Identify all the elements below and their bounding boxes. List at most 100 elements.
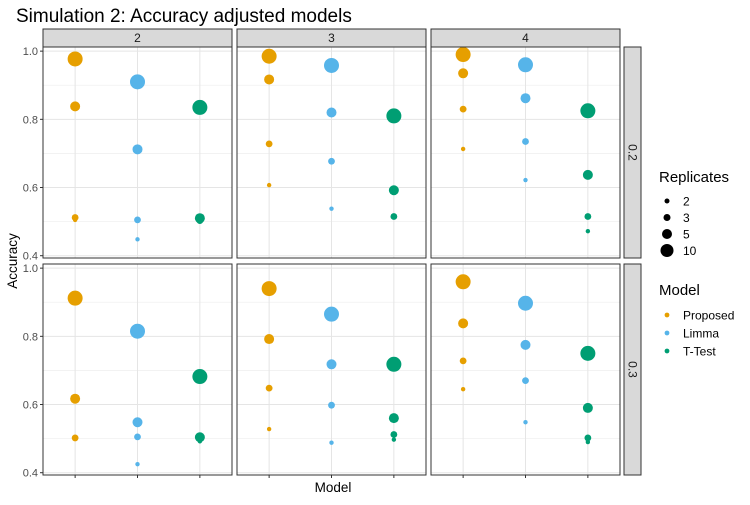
data-point (458, 318, 469, 329)
data-point (265, 140, 273, 148)
y-axis-label: Accuracy (5, 233, 20, 289)
data-point (585, 439, 591, 445)
y-tick-label: 0.4 (23, 251, 38, 263)
panel-border (430, 46, 621, 259)
data-point (329, 440, 334, 445)
data-point (580, 103, 596, 119)
data-point (520, 339, 531, 350)
legend-color-label: T-Test (683, 345, 716, 359)
data-point (134, 433, 141, 441)
data-point (132, 417, 143, 428)
data-point (585, 228, 591, 234)
data-point (197, 439, 203, 444)
facet-panel (236, 263, 427, 478)
legend-color-title: Model (659, 282, 700, 299)
legend-size-key (663, 214, 671, 221)
data-point (518, 57, 533, 73)
data-point (460, 386, 466, 392)
data-point (264, 74, 275, 85)
data-point (70, 101, 81, 112)
data-point (582, 402, 593, 413)
data-point (67, 51, 83, 67)
legend: Replicates 2 3 5 10 Model Proposed Limma T-Test (659, 169, 734, 359)
legend-size-key (662, 229, 672, 239)
legend-size-label: 2 (683, 195, 690, 209)
facet-strip-label: 0.2 (626, 144, 640, 161)
data-point (192, 99, 208, 115)
panel-border (42, 46, 233, 259)
y-tick-label: 0.8 (23, 114, 38, 126)
data-point (130, 323, 145, 339)
data-point (266, 426, 272, 432)
y-tick-label: 0.8 (23, 331, 38, 343)
legend-size-label: 5 (683, 228, 690, 242)
legend-color-key (664, 312, 670, 318)
data-point (523, 420, 528, 425)
data-point (459, 357, 467, 365)
legend-size-title: Replicates (659, 169, 729, 186)
data-point (264, 334, 275, 345)
data-point (324, 57, 339, 73)
data-point (266, 182, 272, 188)
legend-color-label: Limma (683, 327, 719, 341)
y-tick-label: 0.4 (23, 468, 38, 480)
data-point (582, 169, 593, 180)
panel-border (236, 46, 427, 259)
data-point (459, 105, 467, 113)
legend-size-key (660, 244, 674, 257)
data-point (261, 48, 277, 64)
data-point (458, 68, 469, 79)
data-point (520, 93, 531, 104)
data-point (72, 217, 78, 223)
data-point (388, 413, 399, 424)
legend-size-key (664, 198, 670, 204)
legend-color-label: Proposed (683, 309, 734, 323)
data-point (455, 47, 471, 63)
facet-strip-label: 2 (134, 31, 141, 45)
data-point (522, 377, 529, 385)
data-point (261, 281, 277, 297)
data-point (197, 219, 203, 224)
data-point (324, 306, 339, 322)
facet-strip-label: 3 (328, 31, 335, 45)
y-tick-label: 0.6 (23, 400, 38, 412)
data-point (386, 356, 402, 372)
data-point (391, 214, 397, 220)
data-point (391, 437, 397, 442)
facet-strip-row (623, 46, 642, 259)
legend-color-key (664, 330, 670, 336)
data-point (386, 108, 402, 124)
legend-size-label: 3 (683, 211, 690, 225)
facet-panel (430, 263, 621, 478)
facet-strip-row (623, 263, 642, 476)
facet-panel (236, 46, 427, 259)
data-point (134, 216, 141, 224)
chart-title: Simulation 2: Accuracy adjusted models (16, 6, 352, 27)
data-point (130, 74, 145, 90)
y-tick-label: 1.0 (23, 46, 38, 58)
legend-size-label: 10 (683, 244, 697, 258)
data-point (326, 359, 337, 370)
data-point (135, 461, 140, 467)
data-point (265, 384, 273, 392)
data-point (132, 144, 143, 155)
data-point (67, 290, 83, 306)
data-point (328, 157, 335, 165)
data-point (390, 431, 398, 438)
data-point (518, 295, 533, 311)
facet-panel (42, 263, 233, 478)
data-point (72, 436, 78, 441)
facet-strip-label: 4 (522, 31, 529, 45)
x-axis-label: Model (315, 480, 352, 495)
data-point (584, 213, 592, 220)
data-point (522, 138, 529, 145)
data-point (455, 274, 471, 290)
y-tick-label: 1.0 (23, 263, 38, 275)
facet-panel (42, 46, 233, 259)
data-point (192, 369, 208, 385)
y-tick-label: 0.6 (23, 183, 38, 195)
legend-color-key (664, 348, 670, 354)
data-point (135, 237, 140, 242)
data-point (70, 393, 81, 404)
